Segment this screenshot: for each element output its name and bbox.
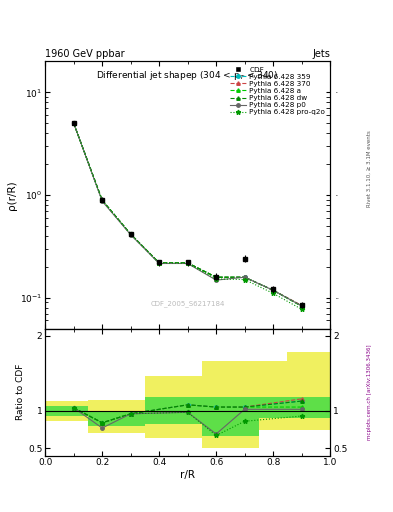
Text: Differential jet shapep (304 < p$_T$ < 340): Differential jet shapep (304 < p$_T$ < 3… xyxy=(97,70,279,82)
Text: mcplots.cern.ch [arXiv:1306.3436]: mcplots.cern.ch [arXiv:1306.3436] xyxy=(367,344,372,440)
Text: Rivet 3.1.10, ≥ 3.1M events: Rivet 3.1.10, ≥ 3.1M events xyxy=(367,130,372,207)
Text: Jets: Jets xyxy=(312,49,330,59)
X-axis label: r/R: r/R xyxy=(180,470,195,480)
Y-axis label: Ratio to CDF: Ratio to CDF xyxy=(16,364,25,420)
Text: CDF_2005_S6217184: CDF_2005_S6217184 xyxy=(151,301,225,307)
Legend: CDF, Pythia 6.428 359, Pythia 6.428 370, Pythia 6.428 a, Pythia 6.428 dw, Pythia: CDF, Pythia 6.428 359, Pythia 6.428 370,… xyxy=(229,65,327,117)
Y-axis label: ρ(r/R): ρ(r/R) xyxy=(7,180,17,210)
Text: 1960 GeV ppbar: 1960 GeV ppbar xyxy=(45,49,125,59)
